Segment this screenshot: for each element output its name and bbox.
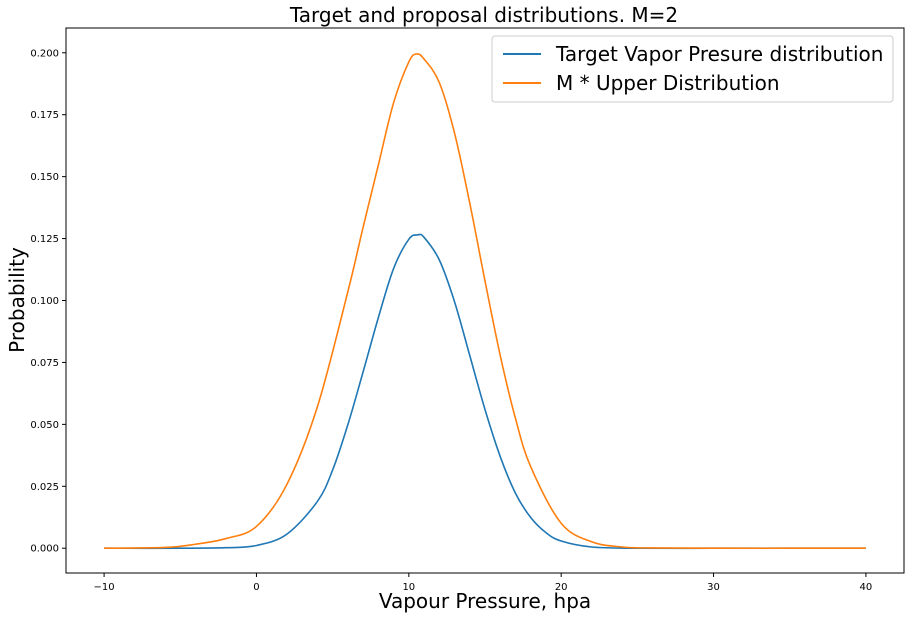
legend-box	[491, 35, 894, 103]
x-axis-label: Vapour Pressure, hpa	[379, 589, 591, 613]
x-tick-label: 20	[555, 582, 568, 593]
x-tick-label: 40	[860, 582, 873, 593]
x-axis: −10 0 10 20 30 40	[94, 573, 873, 593]
y-tick-label: 0.000	[30, 544, 59, 555]
y-tick-label: 0.150	[30, 172, 59, 183]
legend-label-upper: M * Upper Distribution	[556, 71, 780, 95]
y-tick-label: 0.125	[30, 234, 59, 245]
y-tick-label: 0.175	[30, 110, 59, 121]
x-tick-label: 10	[402, 582, 415, 593]
legend-label-target: Target Vapor Presure distribution	[555, 42, 883, 66]
x-tick-label: 30	[707, 582, 720, 593]
y-tick-label: 0.200	[30, 48, 59, 59]
chart-title: Target and proposal distributions. M=2	[289, 3, 678, 27]
y-tick-label: 0.075	[30, 358, 59, 369]
series-lines	[104, 53, 866, 550]
x-tick-label: −10	[94, 582, 115, 593]
legend: Target Vapor Presure distribution M * Up…	[491, 35, 894, 103]
series-line-0	[104, 233, 866, 550]
y-tick-label: 0.050	[30, 420, 59, 431]
series-line-1	[104, 53, 866, 550]
plot-area	[65, 27, 905, 574]
y-axis: 0.000 0.025 0.050 0.075 0.100 0.125 0.150 0.175…	[30, 48, 66, 555]
y-tick-label: 0.025	[30, 482, 59, 493]
y-axis-label: Probability	[5, 247, 29, 353]
y-tick-label: 0.100	[30, 296, 59, 307]
x-tick-label: 0	[253, 582, 259, 593]
